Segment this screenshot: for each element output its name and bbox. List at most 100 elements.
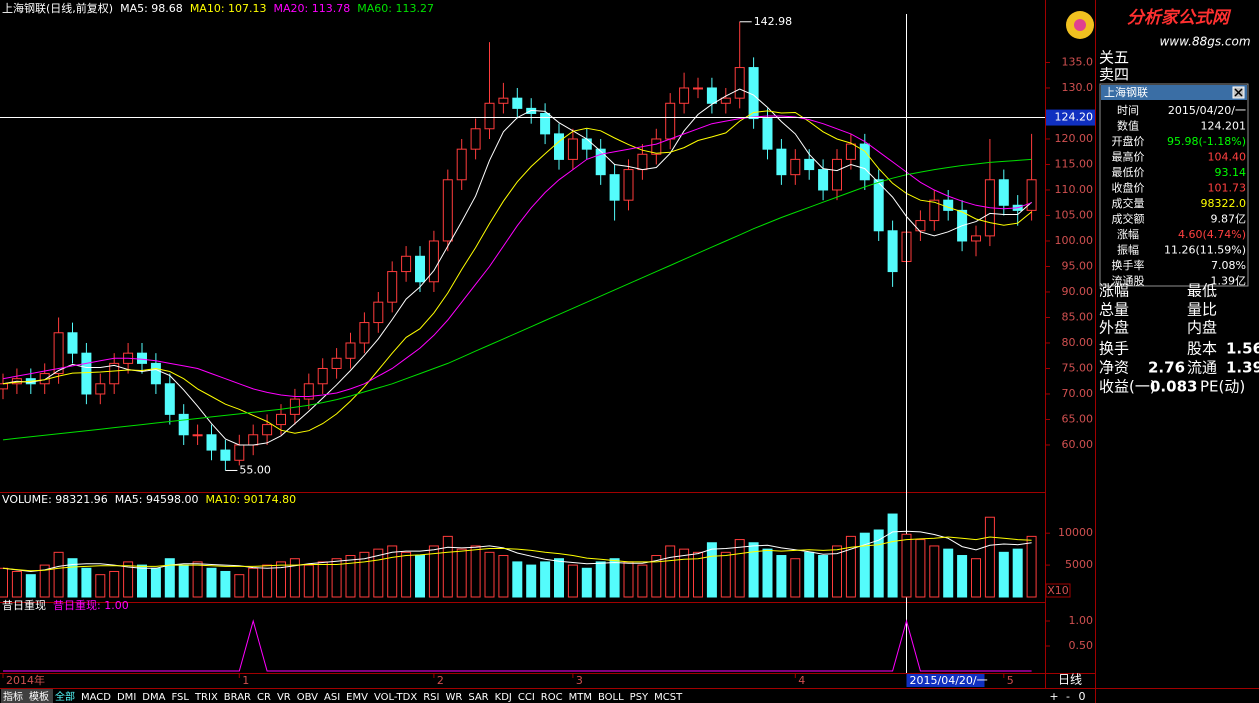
toolbar-tab[interactable]: DMA <box>142 692 165 703</box>
toolbar-tab[interactable]: OBV <box>297 692 318 703</box>
crosshair-value: 124.20 <box>1055 111 1094 124</box>
quote-field: 涨幅 <box>1099 282 1129 300</box>
candle-body <box>387 271 398 303</box>
toolbar-tab[interactable]: VR <box>277 692 291 703</box>
candle-body <box>95 383 106 395</box>
candle-body <box>109 362 120 385</box>
info-value: 1.39亿 <box>1211 275 1247 288</box>
volume-bar <box>317 561 328 598</box>
y-tick-label: 105.00 <box>1055 208 1094 221</box>
volume-bar <box>984 516 995 598</box>
candle-body <box>706 87 717 104</box>
candle-body <box>303 383 314 400</box>
toolbar-tab[interactable]: 指标 <box>3 690 23 703</box>
candle-body <box>512 97 523 109</box>
candle-body <box>192 434 203 437</box>
y-tick-label: 135.0 <box>1062 55 1094 68</box>
volume-bar <box>748 542 759 598</box>
legend-entry: MA10: 107.13 <box>190 2 267 15</box>
toolbar-tab[interactable]: BRAR <box>224 692 251 703</box>
info-value: 4.60(4.74%) <box>1178 228 1246 241</box>
y-tick-label: 70.00 <box>1062 387 1094 400</box>
logo-name: 分析家公式网 <box>1127 8 1232 28</box>
volume-bar <box>67 558 78 598</box>
volume-bar <box>39 564 50 598</box>
toolbar-tab[interactable]: TRIX <box>194 692 218 703</box>
toolbar-tab-bg <box>221 689 255 703</box>
toolbar-tab-bg <box>79 689 115 703</box>
close-icon <box>1234 88 1243 97</box>
x-tick-label: 2014年 <box>6 673 45 687</box>
toolbar-tab[interactable]: FSL <box>171 692 189 703</box>
toolbar-tab[interactable]: VOL-TDX <box>374 692 417 703</box>
volume-bar <box>790 558 801 598</box>
y-tick-label: 75.00 <box>1062 361 1094 374</box>
volume-bar <box>11 570 22 598</box>
volume-bar <box>150 567 161 598</box>
y-tick-label: 85.00 <box>1062 310 1094 323</box>
volume-bar <box>818 555 829 598</box>
info-value: 7.08% <box>1211 259 1246 272</box>
y-tick-label: 90.00 <box>1062 285 1094 298</box>
zoom-button[interactable]: 0 <box>1079 690 1086 703</box>
quote-field: 关五 <box>1099 49 1129 67</box>
toolbar-tab-bg <box>538 689 567 703</box>
toolbar-tab[interactable]: DMI <box>117 692 136 703</box>
toolbar-tab-bg <box>371 689 422 703</box>
toolbar-tab[interactable]: MTM <box>569 692 592 703</box>
volume-bar <box>387 545 398 598</box>
info-label: 时间 <box>1117 104 1139 117</box>
panel-title: VOLUME: 98321.96 <box>2 493 108 506</box>
toolbar-tab[interactable]: MACD <box>81 692 111 703</box>
volume-bar <box>859 532 870 598</box>
candle-body <box>164 383 175 415</box>
toolbar-tab[interactable]: PSY <box>630 692 649 703</box>
volume-bar <box>957 555 968 598</box>
volume-bar <box>734 539 745 598</box>
candle-body <box>873 179 884 232</box>
candle-body <box>262 424 273 436</box>
volume-bar <box>595 561 606 598</box>
zoom-button[interactable]: - <box>1066 690 1070 703</box>
candle-body <box>456 148 467 181</box>
toolbar-tab[interactable]: 全部 <box>55 690 75 703</box>
quote-field: 换手 <box>1099 340 1129 358</box>
candle-body <box>762 118 773 150</box>
toolbar-tab[interactable]: SAR <box>468 692 488 703</box>
toolbar-tab[interactable]: 模板 <box>29 690 49 703</box>
crosshair-date-box <box>906 674 985 687</box>
candle-body <box>845 143 856 160</box>
info-label: 数值 <box>1117 120 1139 133</box>
quote-field: 1.39 <box>1226 359 1259 377</box>
crosshair-date: 2015/04/20/一 <box>910 674 988 687</box>
toolbar-tab[interactable]: WR <box>445 692 462 703</box>
toolbar-tab[interactable]: KDJ <box>495 692 512 703</box>
candle-body <box>748 67 759 120</box>
toolbar-tab[interactable]: MCST <box>654 692 683 703</box>
y-tick-label: 80.00 <box>1062 336 1094 349</box>
volume-bar <box>762 548 773 598</box>
info-frame <box>1099 83 1249 287</box>
series-line <box>2 536 1032 572</box>
quote-field: 最低 <box>1187 282 1217 300</box>
volume-bar <box>998 551 1009 598</box>
volume-bar <box>234 574 245 598</box>
zoom-button[interactable]: + <box>1049 690 1058 703</box>
volume-bar <box>164 558 175 598</box>
toolbar-tab[interactable]: EMV <box>346 692 368 703</box>
series-line <box>2 158 1032 441</box>
toolbar-tab[interactable]: BOLL <box>598 692 624 703</box>
legend-entry: 昔日重现: 1.00 <box>53 598 129 612</box>
info-value: 93.14 <box>1215 166 1247 179</box>
toolbar-tab[interactable]: ROC <box>541 692 563 703</box>
toolbar-tab[interactable]: CR <box>257 692 271 703</box>
candle-body <box>331 357 342 369</box>
series-line <box>2 110 1032 434</box>
toolbar-tab[interactable]: CCI <box>518 692 535 703</box>
toolbar-tab[interactable]: ASI <box>324 692 340 703</box>
volume-bar <box>428 545 439 598</box>
volume-bar <box>470 545 481 598</box>
toolbar-tab[interactable]: RSI <box>423 692 439 703</box>
candle-body <box>67 332 78 354</box>
volume-bar <box>776 555 787 598</box>
